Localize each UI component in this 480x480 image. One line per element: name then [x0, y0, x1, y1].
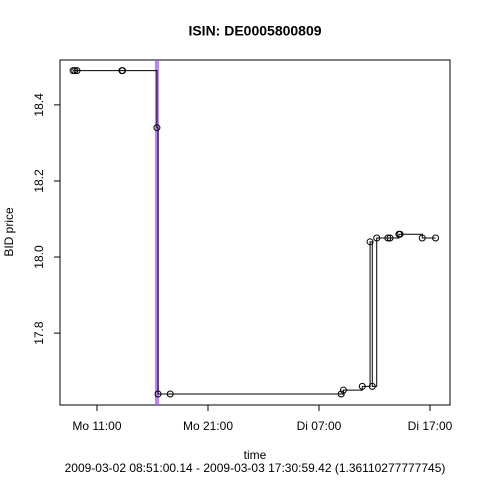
price-point — [432, 234, 440, 242]
x-tick-label: Di 17:00 — [408, 419, 453, 433]
price-point — [396, 230, 404, 238]
price-point — [386, 234, 394, 242]
price-point — [166, 390, 174, 398]
price-point — [339, 386, 347, 394]
x-tick-label: Di 07:00 — [297, 419, 342, 433]
price-point — [418, 234, 426, 242]
price-point — [358, 382, 366, 390]
y-tick-label: 18.2 — [32, 169, 46, 193]
y-tick-label: 17.8 — [32, 321, 46, 345]
y-axis-label: BID price — [2, 207, 16, 257]
plot-box — [59, 59, 451, 406]
x-tick-label: Mo 21:00 — [183, 419, 233, 433]
price-point — [368, 382, 376, 390]
price-point — [71, 67, 79, 75]
price-point — [73, 67, 81, 75]
price-point — [154, 390, 162, 398]
price-point — [373, 234, 381, 242]
x-tick-label: Mo 11:00 — [72, 419, 121, 433]
x-axis-label: time — [244, 448, 267, 462]
price-point — [384, 234, 392, 242]
price-point — [119, 67, 127, 75]
y-tick-label: 18.0 — [32, 245, 46, 269]
y-tick-label: 18.4 — [32, 93, 46, 117]
price-point — [153, 124, 161, 132]
price-point — [366, 238, 374, 246]
chart-title: ISIN: DE0005800809 — [188, 23, 321, 39]
price-point — [337, 390, 345, 398]
subtitle: 2009-03-02 08:51:00.14 - 2009-03-03 17:3… — [65, 461, 446, 475]
